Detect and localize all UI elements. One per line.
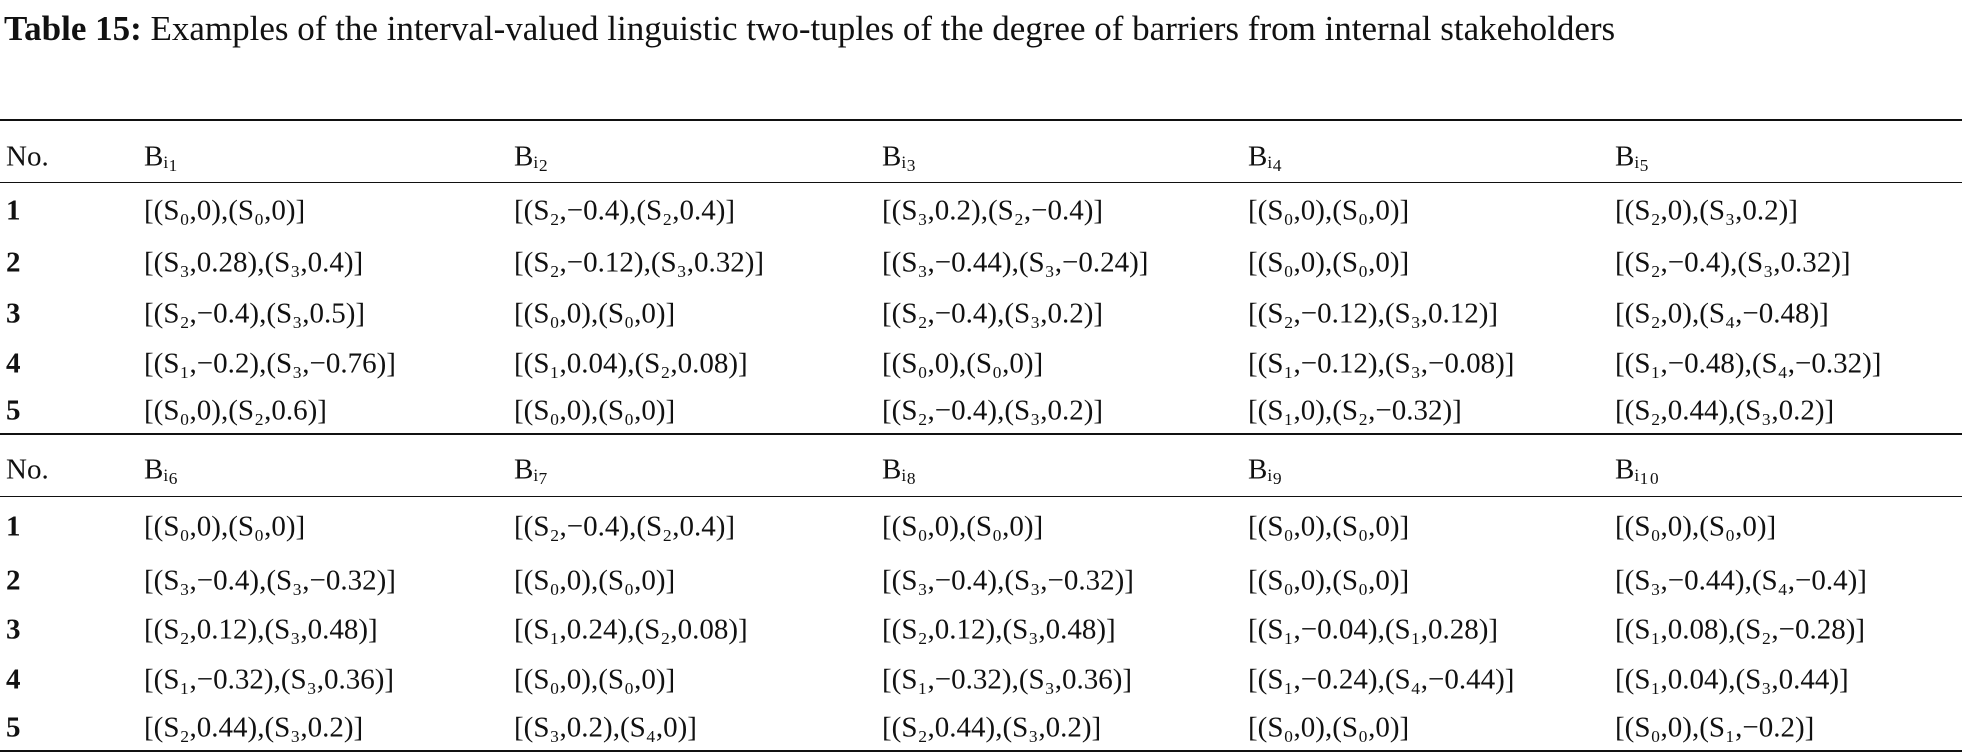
table-cell: [(S₂,0.12),(S₃,0.48)] (882, 613, 1116, 646)
table-cell: [(S₀,0),(S₀,0)] (882, 347, 1044, 380)
table-cell: [(S₀,0),(S₀,0)] (1615, 510, 1777, 543)
table-cell: [(S₃,−0.44),(S₄,−0.4)] (1615, 564, 1867, 597)
table-cell: [(S₂,−0.12),(S₃,0.12)] (1248, 297, 1499, 330)
table-cell: [(S₁,0),(S₂,−0.32)] (1248, 394, 1462, 427)
table-cell: [(S₃,−0.4),(S₃,−0.32)] (144, 564, 396, 597)
table-cell: [(S₂,−0.4),(S₃,0.32)] (1615, 246, 1851, 279)
table-cell: [(S₁,−0.12),(S₃,−0.08)] (1248, 347, 1515, 380)
row-number: 1 (6, 194, 21, 227)
table-cell: [(S₁,0.04),(S₃,0.44)] (1615, 663, 1849, 696)
table-cell: [(S₃,−0.4),(S₃,−0.32)] (882, 564, 1134, 597)
row-number: 4 (6, 347, 21, 380)
table-caption: Table 15: Examples of the interval-value… (4, 2, 1954, 56)
table-cell: [(S₀,0),(S₀,0)] (514, 394, 676, 427)
row-number: 5 (6, 394, 21, 427)
column-header: Bᵢ₆ (144, 453, 179, 486)
table-cell: [(S₃,0.2),(S₂,−0.4)] (882, 194, 1104, 227)
column-header: Bᵢ₇ (514, 453, 549, 486)
table-rule (0, 119, 1962, 121)
table-cell: [(S₂,0.44),(S₃,0.2)] (144, 711, 364, 744)
table-cell: [(S₂,0.12),(S₃,0.48)] (144, 613, 378, 646)
row-number: 3 (6, 297, 21, 330)
column-header: Bᵢ₉ (1248, 453, 1283, 486)
table-cell: [(S₂,−0.4),(S₃,0.2)] (882, 394, 1104, 427)
column-header: Bᵢ₅ (1615, 140, 1650, 173)
row-number: 4 (6, 663, 21, 696)
table-cell: [(S₃,0.28),(S₃,0.4)] (144, 246, 364, 279)
column-header: Bᵢ₄ (1248, 140, 1283, 173)
table-cell: [(S₁,0.24),(S₂,0.08)] (514, 613, 748, 646)
table-cell: [(S₁,0.08),(S₂,−0.28)] (1615, 613, 1866, 646)
column-header: Bᵢ₂ (514, 140, 549, 173)
table-cell: [(S₀,0),(S₀,0)] (144, 194, 306, 227)
table-cell: [(S₂,0),(S₃,0.2)] (1615, 194, 1798, 227)
table-rule (0, 182, 1962, 183)
column-header: Bᵢ₃ (882, 140, 917, 173)
table-cell: [(S₂,0),(S₄,−0.48)] (1615, 297, 1829, 330)
table-cell: [(S₀,0),(S₀,0)] (1248, 711, 1410, 744)
table-cell: [(S₃,−0.44),(S₃,−0.24)] (882, 246, 1149, 279)
table-cell: [(S₀,0),(S₀,0)] (514, 564, 676, 597)
table-cell: [(S₂,−0.4),(S₃,0.2)] (882, 297, 1104, 330)
table-cell: [(S₀,0),(S₀,0)] (514, 663, 676, 696)
table-cell: [(S₁,−0.24),(S₄,−0.44)] (1248, 663, 1515, 696)
table-cell: [(S₁,0.04),(S₂,0.08)] (514, 347, 748, 380)
caption-text: Examples of the interval-valued linguist… (150, 9, 1616, 48)
table-cell: [(S₁,−0.32),(S₃,0.36)] (144, 663, 395, 696)
row-number: 3 (6, 613, 21, 646)
row-number: 1 (6, 510, 21, 543)
caption-label: Table 15: (4, 9, 142, 48)
column-header: Bᵢ₁₀ (1615, 453, 1660, 486)
column-header: Bᵢ₈ (882, 453, 917, 486)
table-cell: [(S₁,−0.48),(S₄,−0.32)] (1615, 347, 1882, 380)
table-cell: [(S₀,0),(S₂,0.6)] (144, 394, 327, 427)
table-cell: [(S₀,0),(S₀,0)] (1248, 246, 1410, 279)
table-rule (0, 433, 1962, 435)
row-number: 2 (6, 246, 21, 279)
table-cell: [(S₂,−0.4),(S₂,0.4)] (514, 510, 736, 543)
table-cell: [(S₀,0),(S₁,−0.2)] (1615, 711, 1815, 744)
table-cell: [(S₂,0.44),(S₃,0.2)] (1615, 394, 1835, 427)
column-header: No. (6, 140, 49, 173)
table-cell: [(S₀,0),(S₀,0)] (1248, 510, 1410, 543)
table-cell: [(S₀,0),(S₀,0)] (882, 510, 1044, 543)
table-cell: [(S₂,−0.4),(S₃,0.5)] (144, 297, 366, 330)
table-cell: [(S₀,0),(S₀,0)] (1248, 194, 1410, 227)
table-cell: [(S₂,−0.12),(S₃,0.32)] (514, 246, 765, 279)
column-header: Bᵢ₁ (144, 140, 179, 173)
row-number: 5 (6, 711, 21, 744)
table-cell: [(S₀,0),(S₀,0)] (514, 297, 676, 330)
table-cell: [(S₁,−0.2),(S₃,−0.76)] (144, 347, 396, 380)
row-number: 2 (6, 564, 21, 597)
table-cell: [(S₂,0.44),(S₃,0.2)] (882, 711, 1102, 744)
table-cell: [(S₁,−0.04),(S₁,0.28)] (1248, 613, 1499, 646)
table-rule (0, 496, 1962, 497)
table-rule (0, 750, 1962, 752)
column-header: No. (6, 453, 49, 486)
table-cell: [(S₀,0),(S₀,0)] (1248, 564, 1410, 597)
table-cell: [(S₃,0.2),(S₄,0)] (514, 711, 697, 744)
table-cell: [(S₁,−0.32),(S₃,0.36)] (882, 663, 1133, 696)
table-cell: [(S₀,0),(S₀,0)] (144, 510, 306, 543)
table-cell: [(S₂,−0.4),(S₂,0.4)] (514, 194, 736, 227)
